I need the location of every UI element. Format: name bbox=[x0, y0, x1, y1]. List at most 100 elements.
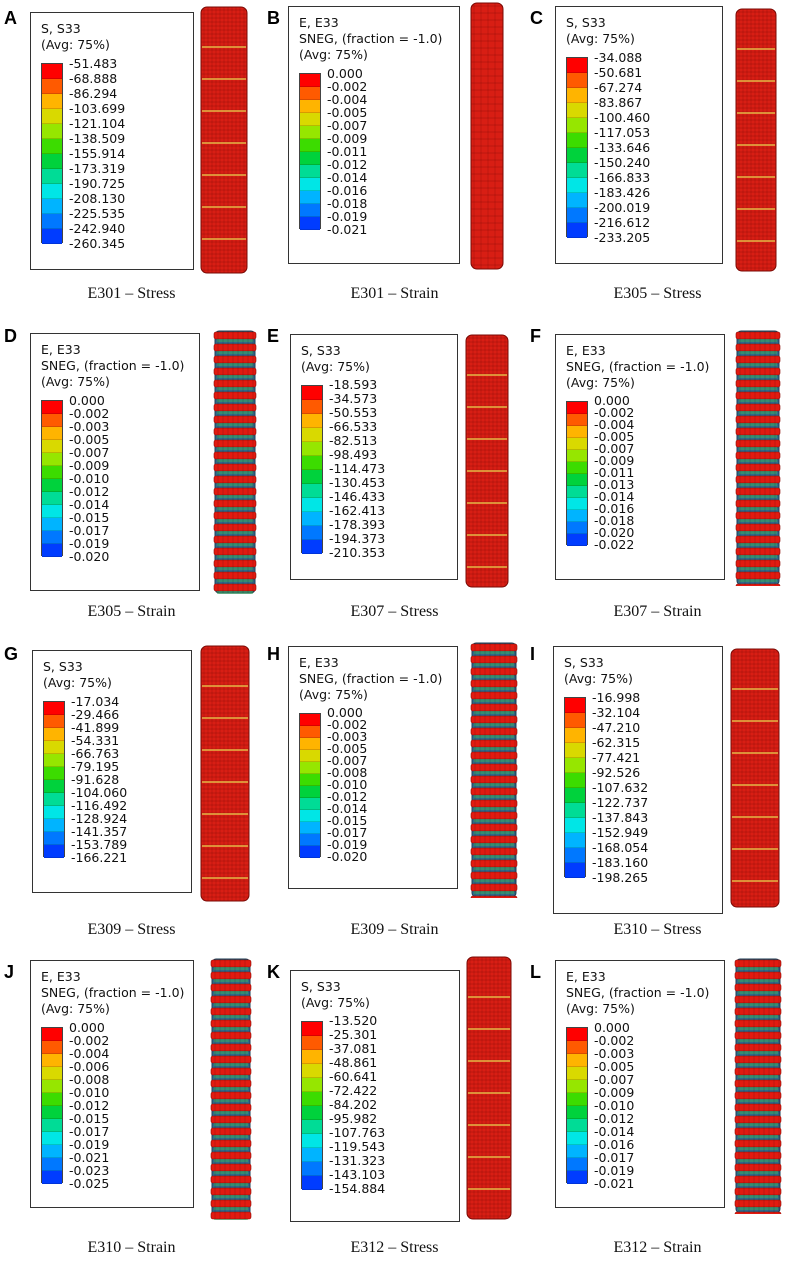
legend-title-line: E, E33 bbox=[299, 15, 339, 30]
legend-value: -0.019 bbox=[69, 1136, 110, 1152]
legend-value: -0.005 bbox=[594, 429, 635, 444]
color-scale-segment bbox=[567, 1054, 587, 1067]
color-scale-segment bbox=[302, 1120, 322, 1134]
legend-value: -0.002 bbox=[327, 717, 368, 732]
color-scale-segment bbox=[42, 1093, 62, 1106]
color-scale-segment bbox=[567, 486, 587, 498]
legend-value: -84.202 bbox=[329, 1097, 378, 1112]
legend-value: -0.019 bbox=[327, 208, 368, 224]
panel-caption: E307 – Strain bbox=[613, 603, 702, 620]
legend-value: -0.003 bbox=[594, 1045, 635, 1061]
legend-value: -37.081 bbox=[329, 1041, 378, 1056]
legend-value: -0.017 bbox=[327, 825, 368, 840]
legend-value: -0.007 bbox=[327, 753, 368, 768]
color-scale-segment bbox=[567, 223, 587, 238]
color-scale-segment bbox=[565, 698, 585, 713]
legend-value: -0.021 bbox=[327, 221, 368, 237]
contour-legend: E, E33 SNEG, (fraction = -1.0) (Avg: 75%) 0… bbox=[30, 960, 194, 1208]
legend-value: -83.867 bbox=[594, 94, 643, 110]
legend-value: -0.002 bbox=[594, 405, 635, 420]
panel-letter: D bbox=[4, 326, 17, 346]
color-scale-segment bbox=[567, 438, 587, 450]
legend-value: -178.393 bbox=[329, 517, 386, 532]
color-scale-segment bbox=[42, 1067, 62, 1080]
color-scale-segment bbox=[42, 1132, 62, 1145]
legend-title-line: (Avg: 75%) bbox=[299, 47, 368, 62]
legend-value: -91.628 bbox=[71, 771, 120, 787]
panel-k: K E312 – Stress bbox=[263, 954, 526, 1272]
legend-title-line: SNEG, (fraction = -1.0) bbox=[41, 358, 185, 373]
color-scale-segment bbox=[302, 540, 322, 554]
color-scale bbox=[566, 1027, 588, 1184]
color-scale-segment bbox=[42, 1041, 62, 1054]
color-scale-segment bbox=[567, 462, 587, 474]
panel-h: H E309 – Strain bbox=[263, 636, 526, 954]
color-scale-segment bbox=[44, 741, 64, 754]
color-scale-segment bbox=[44, 767, 64, 780]
color-scale-segment bbox=[302, 1092, 322, 1106]
panel-letter: F bbox=[530, 326, 541, 346]
color-scale-segment bbox=[567, 118, 587, 133]
color-scale-segment bbox=[567, 498, 587, 510]
legend-value: -0.021 bbox=[594, 1175, 635, 1191]
legend-value: -17.034 bbox=[71, 693, 120, 709]
legend-value: -0.014 bbox=[327, 801, 368, 816]
legend-value: -66.763 bbox=[71, 745, 120, 761]
color-scale-segment bbox=[300, 846, 320, 858]
legend-title-line: E, E33 bbox=[299, 655, 339, 670]
legend-value: -0.007 bbox=[594, 1071, 635, 1087]
color-scale bbox=[566, 57, 588, 238]
legend-title-line: SNEG, (fraction = -1.0) bbox=[566, 985, 710, 1000]
legend-value: -117.053 bbox=[594, 124, 651, 140]
panel-caption: E305 – Strain bbox=[87, 603, 176, 620]
color-scale-segment bbox=[42, 154, 62, 169]
color-scale-segment bbox=[42, 492, 62, 505]
legend-value: -0.012 bbox=[594, 1110, 635, 1126]
legend-value: -0.014 bbox=[327, 169, 368, 185]
legend-value: -0.010 bbox=[594, 1097, 635, 1113]
legend-value: -98.493 bbox=[329, 447, 378, 462]
legend-title-line: S, S33 bbox=[566, 15, 606, 30]
contour-legend: E, E33 SNEG, (fraction = -1.0) (Avg: 75%) 0… bbox=[555, 334, 725, 580]
color-scale-segment bbox=[300, 714, 320, 726]
legend-title-line: S, S33 bbox=[564, 655, 604, 670]
legend-value: -0.007 bbox=[69, 444, 110, 460]
color-scale-segment bbox=[42, 440, 62, 453]
legend-title-line: (Avg: 75%) bbox=[299, 687, 368, 702]
color-scale-segment bbox=[302, 1106, 322, 1120]
legend-value: -166.833 bbox=[594, 169, 651, 185]
color-scale-segment bbox=[565, 863, 585, 878]
legend-value: -131.323 bbox=[329, 1153, 386, 1168]
legend-title-line: S, S33 bbox=[301, 979, 341, 994]
legend-value: -50.553 bbox=[329, 405, 378, 420]
legend-title-line: S, S33 bbox=[41, 21, 81, 36]
color-scale-segment bbox=[302, 428, 322, 442]
color-scale-segment bbox=[42, 124, 62, 139]
color-scale-segment bbox=[567, 163, 587, 178]
color-scale-segment bbox=[42, 1054, 62, 1067]
legend-value: -41.899 bbox=[71, 719, 120, 735]
legend-value: -183.160 bbox=[592, 854, 649, 870]
contour-legend: E, E33 SNEG, (fraction = -1.0) (Avg: 75%) 0… bbox=[555, 960, 725, 1208]
color-scale-segment bbox=[567, 208, 587, 223]
legend-value: -0.010 bbox=[327, 777, 368, 792]
legend-value: -0.010 bbox=[69, 1084, 110, 1100]
legend-value: -0.011 bbox=[594, 465, 635, 480]
color-scale-segment bbox=[44, 780, 64, 793]
color-scale-segment bbox=[567, 450, 587, 462]
panel-caption: E309 – Stress bbox=[87, 921, 176, 938]
color-scale-segment bbox=[44, 819, 64, 832]
color-scale-segment bbox=[42, 1158, 62, 1171]
color-scale-segment bbox=[42, 109, 62, 124]
color-scale bbox=[301, 1021, 323, 1190]
color-scale-segment bbox=[42, 199, 62, 214]
legend-value: -92.526 bbox=[592, 764, 641, 780]
color-scale-segment bbox=[302, 526, 322, 540]
panel-f: F E307 – Strain bbox=[526, 318, 789, 636]
legend-value: -198.265 bbox=[592, 869, 649, 885]
legend-value: 0.000 bbox=[69, 392, 105, 408]
color-scale-segment bbox=[565, 833, 585, 848]
column-model bbox=[735, 8, 777, 272]
legend-value: -133.646 bbox=[594, 139, 651, 155]
legend-values: 0.000 -0.002 -0.003 -0.005 -0.007 -0.008 -0.01… bbox=[327, 706, 368, 863]
